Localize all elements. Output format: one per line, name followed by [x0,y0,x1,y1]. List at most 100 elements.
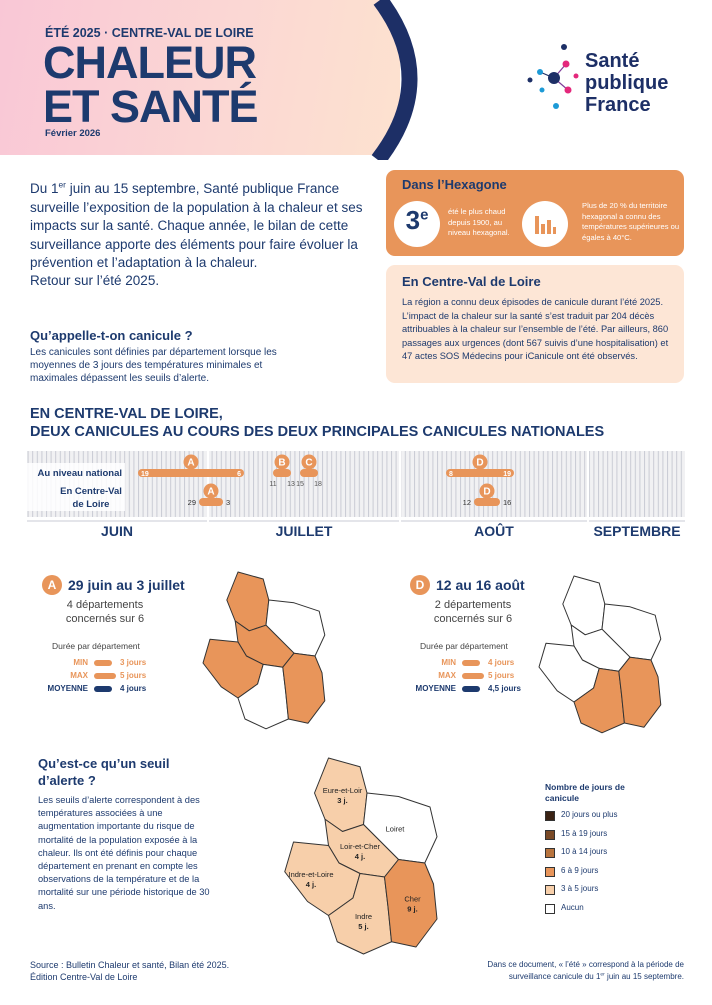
region-box [386,265,684,383]
logo-mark [527,44,579,109]
episode-count: 4 départements concernés sur 6 [65,599,145,625]
event-badge [274,454,290,470]
legend-swatch [545,811,555,821]
logo-text: Santé [585,50,640,72]
note-sup: er [600,972,605,978]
seuil-title: d’alerte ? [38,773,96,788]
stat-value: 4 jours [120,684,147,693]
stat-value: 5 jours [120,671,147,680]
header-arc [371,0,440,160]
stat-value: 3 jours [120,658,147,667]
intro-text: Du 1 [30,181,59,196]
seuil-title: Qu’est-ce qu’un seuil [38,756,170,771]
department-days: 3 j. [337,796,347,805]
event-start: 29 [188,498,196,507]
event-bar [446,469,514,477]
legend-swatch [545,903,555,914]
department-days: 9 j. [407,905,417,914]
logo-dot [548,72,560,84]
logo-text: publique [585,72,669,94]
department-name: Indre-et-Loire [288,870,333,879]
logo-dot [553,103,559,109]
row-label: En Centre-Val de Loire [60,486,122,510]
department-days: 5 j. [358,922,368,931]
event-bar [300,469,318,477]
bars-icon [535,216,556,234]
canicule-text: Les canicules sont définies par départem… [30,347,277,384]
rank-text: été le plus chaud depuis 1900, au niveau… [448,207,510,237]
icon-bar [547,220,551,234]
note-text: juin au 15 septembre. [604,972,684,981]
stat-pill [462,673,484,679]
month-band [589,451,685,517]
stat-pill [462,660,480,666]
date: Février 2026 [45,128,101,139]
timeline-title: DEUX CANICULES AU COURS DES DEUX PRINCIP… [30,424,605,440]
note: surveillance canicule du 1er juin au 15 … [509,972,684,981]
stat-value: 5 jours [488,671,515,680]
episode-letter: D [415,578,425,592]
logo-dot [539,87,545,93]
icon-bar [541,224,545,234]
row-label: Au niveau national [38,468,122,479]
rank-circle [394,201,440,247]
stat-label: MIN [441,658,456,667]
department-name: Eure-et-Loir [323,786,363,795]
month-label: JUILLET [276,523,333,539]
event-end: 19 [503,471,511,478]
event-end: 18 [314,481,322,488]
intro-sup: er [58,179,66,190]
legend-swatch [545,866,555,877]
event-letter: A [187,458,194,469]
event-end: 6 [237,471,241,478]
stat-label: MOYENNE [47,684,88,693]
duree-title: Durée par département [52,641,140,651]
episode-count: 2 départements concernés sur 6 [433,599,513,625]
arc [371,0,418,160]
seuil-text: Les seuils d’alerte correspondent à des … [38,795,210,911]
event-letter: D [483,487,490,498]
event-letter: A [207,487,214,498]
department [562,575,606,636]
event-bar [199,498,223,506]
legend-title: Nombre de jours de canicule [545,782,625,803]
note: Dans ce document, « l’été » correspond à… [487,960,684,969]
event-badge [183,454,199,470]
episode-badge [42,575,62,595]
event-letter: D [476,458,483,469]
event-start: 8 [449,471,453,478]
stat-text: Plus de 20 % du territoire hexagonal a c… [582,201,680,242]
stat-label: MAX [70,671,88,680]
icon-bar [553,227,556,234]
kicker: ÉTÉ 2025 · CENTRE-VAL DE LOIRE [45,26,254,40]
stat-pill [94,686,112,692]
rank: 3e [394,205,440,236]
logo-dots [527,44,579,109]
intro-text: juin au 15 septembre, Santé publique Fra… [30,181,363,270]
event-end: 3 [226,498,230,507]
episode-map [202,571,326,730]
month-band [401,451,587,517]
stat-label: MOYENNE [415,684,456,693]
legend-label: 10 à 14 jours [561,847,608,856]
logo-dot [564,86,572,94]
event-bar [474,498,500,506]
event-bar [138,469,244,477]
rank-sup: e [420,206,429,224]
logo-dot [561,44,567,50]
episode-badge [410,575,430,595]
intro: Du 1er juin au 15 septembre, Santé publi… [30,180,368,273]
department-name: Cher [404,895,421,904]
legend-swatch [545,848,555,858]
event-badge [479,483,495,499]
title-line: ET SANTÉ [43,81,259,132]
department-days: 4 j. [306,880,316,889]
department-name: Loiret [386,825,406,834]
event-start: 12 [463,498,471,507]
note-text: surveillance canicule du 1 [508,972,601,981]
hexagone-title: Dans l’Hexagone [402,177,507,192]
region-title: En Centre-Val de Loire [402,274,541,289]
event-end: 16 [503,498,511,507]
department-days: 4 j. [355,852,365,861]
region-text: La région a connu deux épisodes de canic… [402,297,669,362]
